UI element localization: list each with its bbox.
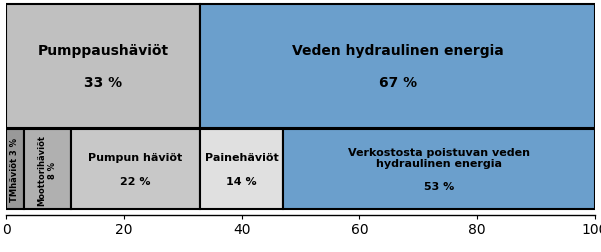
Bar	[200, 5, 595, 129]
Bar	[6, 5, 200, 129]
Text: Moottorihäviöt
8 %: Moottorihäviöt 8 %	[37, 134, 57, 205]
Text: Pumpun häviöt

22 %: Pumpun häviöt 22 %	[88, 153, 183, 186]
Text: TMhäviöt 3 %: TMhäviöt 3 %	[10, 138, 19, 201]
Text: Painehäviöt

14 %: Painehäviöt 14 %	[205, 153, 278, 186]
Text: Pumppaushäviöt

33 %: Pumppaushäviöt 33 %	[38, 44, 169, 90]
Bar	[283, 130, 595, 209]
Text: Verkostosta poistuvan veden
hydraulinen energia

53 %: Verkostosta poistuvan veden hydraulinen …	[348, 147, 530, 192]
Bar	[200, 130, 283, 209]
Bar	[23, 130, 71, 209]
Text: Veden hydraulinen energia

67 %: Veden hydraulinen energia 67 %	[292, 44, 504, 90]
Bar	[6, 130, 23, 209]
Bar	[71, 130, 200, 209]
